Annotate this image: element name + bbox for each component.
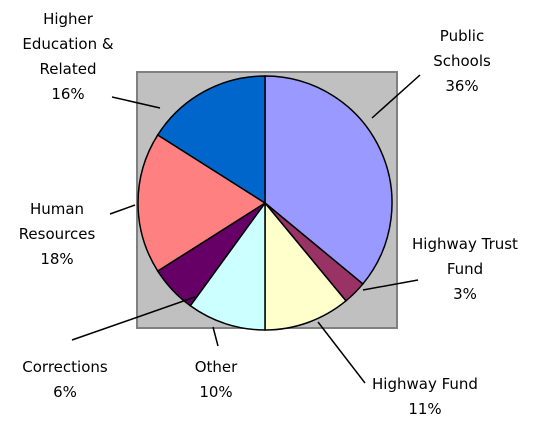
slice-label: Human Resources 18% (7, 197, 107, 272)
slice-label: Other 10% (171, 355, 261, 405)
slice-label: Higher Education & Related 16% (18, 7, 118, 107)
pie-slice (264, 200, 348, 331)
pie-slice (137, 133, 267, 273)
category-label: Highway Trust Fund (412, 235, 518, 278)
leader-line (362, 279, 419, 291)
category-label: Corrections (22, 358, 108, 376)
slice-label: Corrections 6% (0, 355, 130, 405)
slice-label: Public Schools 36% (417, 24, 507, 99)
leader-line (317, 321, 366, 384)
pie-slice (264, 75, 393, 286)
value-label: 36% (445, 77, 479, 95)
value-label: 10% (199, 383, 233, 401)
slice-label: Highway Trust Fund 3% (400, 232, 530, 307)
category-label: Highway Fund (372, 375, 478, 393)
category-label: Other (194, 358, 238, 376)
slice-label: Highway Fund 11% (345, 372, 505, 422)
category-label: Human Resources (18, 200, 96, 243)
category-label: Public Schools (433, 27, 491, 70)
value-label: 16% (51, 85, 85, 103)
value-label: 6% (53, 383, 77, 401)
leader-line (212, 326, 219, 347)
pie-slice (156, 75, 266, 205)
leader-line (111, 96, 161, 109)
value-label: 18% (40, 250, 74, 268)
value-label: 11% (408, 400, 442, 418)
leader-line (71, 296, 196, 341)
leader-line (371, 74, 421, 119)
category-label: Higher Education & Related (22, 10, 114, 78)
leader-line (109, 204, 136, 215)
pie-slice (189, 200, 266, 331)
value-label: 3% (453, 285, 477, 303)
